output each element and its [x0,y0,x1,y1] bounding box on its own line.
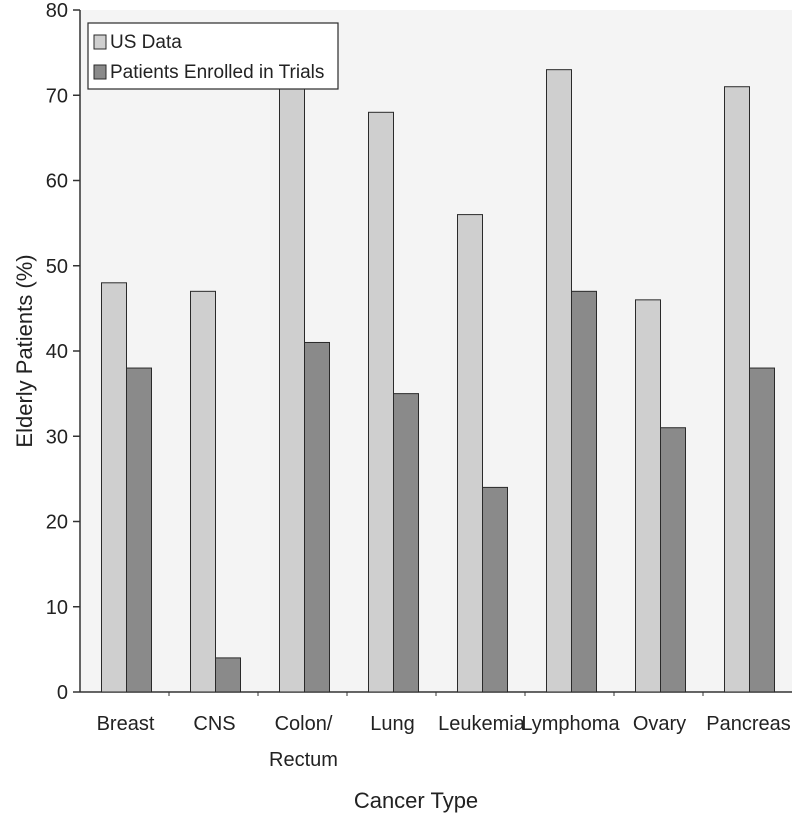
bar-patients-enrolled [749,367,775,693]
x-tick-label: Lymphoma [521,713,620,735]
y-tick-label: 50 [46,256,68,278]
y-axis-title: Elderly Patients (%) [12,254,37,447]
bar-patients-enrolled [571,290,597,693]
legend-label-patients-enrolled: Patients Enrolled in Trials [110,62,324,83]
y-tick-label: 20 [46,512,68,534]
bar-patients-enrolled [482,486,508,693]
x-tick-label: CNS [193,713,235,735]
legend-swatch-patients-enrolled [93,64,107,80]
bar-patients-enrolled [126,367,152,693]
x-tick-label: Ovary [633,713,686,735]
bar-us-data [368,111,394,693]
bar-us-data [101,282,127,693]
y-tick-label: 60 [46,171,68,193]
x-tick-label: Breast [97,713,155,735]
x-tick-label: Rectum [269,749,338,771]
legend-box [87,22,339,90]
legend-swatch-us-data [93,34,107,50]
y-tick-label: 30 [46,426,68,448]
bar-us-data [635,299,661,693]
y-tick-label: 10 [46,597,68,619]
y-tick-label: 80 [46,0,68,22]
bar-patients-enrolled [304,341,330,693]
legend-label-us-data: US Data [110,32,182,53]
bar-patients-enrolled [215,657,241,693]
bar-us-data [279,86,305,693]
bar-us-data [190,290,216,693]
bar-us-data [724,86,750,693]
y-tick-label: 0 [57,682,68,704]
bar-patients-enrolled [393,393,419,693]
x-tick-label: Leukemia [438,713,526,735]
x-tick-label: Lung [370,713,415,735]
x-axis-title: Cancer Type [354,788,478,813]
y-tick-label: 70 [46,85,68,107]
x-tick-label: Pancreas [706,713,791,735]
x-tick-label: Colon/ [275,713,333,735]
bar-us-data [457,214,483,693]
bar-us-data [546,69,572,693]
y-tick-label: 40 [46,341,68,363]
bar-patients-enrolled [660,427,686,693]
